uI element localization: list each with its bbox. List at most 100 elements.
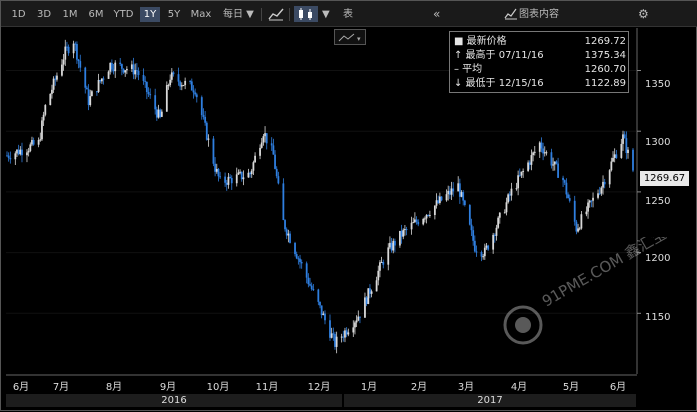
candle-body xyxy=(563,180,566,183)
candle-body xyxy=(487,245,490,250)
candle-body xyxy=(568,198,571,201)
candle-body xyxy=(322,313,325,316)
candle-body xyxy=(380,261,383,263)
candle-body xyxy=(505,202,508,213)
candle-body xyxy=(532,152,535,156)
candle-body xyxy=(483,247,486,257)
candle-body xyxy=(410,222,413,230)
candle-body xyxy=(122,68,125,73)
candle-body xyxy=(7,155,10,158)
candle-body xyxy=(394,240,396,246)
y-tick-label: 1200 xyxy=(645,253,671,264)
candle-body xyxy=(217,168,220,177)
candle-body xyxy=(602,181,604,188)
candle-body xyxy=(330,333,333,338)
chart-style-button[interactable]: ▾ xyxy=(334,29,366,45)
candle-body xyxy=(219,176,222,178)
candle-body xyxy=(247,172,250,178)
candle-body xyxy=(74,43,77,45)
candle-body xyxy=(433,205,436,216)
candle-body xyxy=(224,176,227,183)
candle-body xyxy=(37,140,40,145)
candle-body xyxy=(580,214,583,229)
candle-body xyxy=(450,188,453,195)
candle-body xyxy=(423,218,426,220)
chart-content-icon[interactable] xyxy=(504,6,518,22)
candle-body xyxy=(603,181,606,185)
candle-body xyxy=(61,64,63,76)
x-tick-label: 5月 xyxy=(562,382,580,393)
candle-body xyxy=(66,46,68,48)
gear-icon[interactable]: ⚙ xyxy=(638,7,649,21)
range-5y-button[interactable]: 5Y xyxy=(167,9,181,20)
range-1m-button[interactable]: 1M xyxy=(62,9,78,20)
candle-body xyxy=(387,247,390,265)
candle-body xyxy=(130,64,133,69)
candle-body xyxy=(332,333,335,335)
chart-content-button[interactable]: 图表内容 xyxy=(519,9,559,20)
legend-label: ↓ 最低于 12/15/16 xyxy=(454,78,544,89)
table-button[interactable]: 表 xyxy=(343,9,353,20)
range-6m-button[interactable]: 6M xyxy=(88,9,104,20)
candle-body xyxy=(538,142,541,152)
candle-body xyxy=(540,142,543,149)
double-chevron-left-icon[interactable]: « xyxy=(433,7,441,21)
legend-label: ■ 最新价格 xyxy=(454,36,507,47)
candle-body xyxy=(51,89,53,94)
candle-body xyxy=(364,297,366,318)
candle-body xyxy=(520,171,523,176)
candle-body xyxy=(144,80,147,82)
legend-row-last: ■ 最新价格 1269.72 xyxy=(454,35,626,48)
range-1d-button[interactable]: 1D xyxy=(11,9,26,20)
candle-body xyxy=(522,170,525,172)
candle-body xyxy=(497,217,500,228)
candle-body xyxy=(389,242,391,248)
candle-body xyxy=(212,138,215,164)
candle-body xyxy=(527,162,530,171)
candle-body xyxy=(67,46,70,54)
candle-body xyxy=(112,69,115,72)
candle-body xyxy=(157,109,160,118)
candle-body xyxy=(299,258,301,263)
candle-body xyxy=(114,62,117,72)
range-3d-button[interactable]: 3D xyxy=(36,9,52,20)
candle-body xyxy=(342,336,345,338)
range-ytd-button[interactable]: YTD xyxy=(113,9,134,20)
candle-body xyxy=(260,142,263,148)
candle-body xyxy=(345,330,348,335)
candle-body xyxy=(179,81,182,87)
y-tick-label: 1350 xyxy=(645,79,671,90)
candle-body xyxy=(468,205,471,225)
candle-body xyxy=(214,163,217,172)
candle-body xyxy=(458,183,461,197)
candle-body xyxy=(533,151,536,153)
candle-body xyxy=(493,234,496,236)
candle-body xyxy=(475,251,478,253)
candle-body xyxy=(415,219,418,222)
line-chart-icon[interactable] xyxy=(267,6,285,22)
candle-body xyxy=(550,152,553,166)
91pme-watermark-logo: 91PME.COM 鑫汇宝贵金属 xyxy=(503,237,691,345)
candle-body xyxy=(528,162,531,165)
candle-body xyxy=(334,334,336,347)
candle-body xyxy=(367,288,370,304)
candlestick-type-icon[interactable] xyxy=(294,6,318,22)
candle-body xyxy=(155,109,158,118)
range-max-button[interactable]: Max xyxy=(190,9,212,20)
candle-body xyxy=(165,85,168,112)
candle-body xyxy=(632,149,634,171)
legend-row-high: ↑ 最高于 07/11/16 1375.34 xyxy=(454,49,626,62)
candle-body xyxy=(400,230,403,237)
candle-body xyxy=(14,153,17,160)
mini-line-icon: ▾ xyxy=(338,33,361,43)
range-1y-button[interactable]: 1Y xyxy=(140,7,160,22)
toolbar-divider xyxy=(289,8,290,21)
candle-body xyxy=(242,177,245,180)
candle-body xyxy=(530,155,533,165)
candle-body xyxy=(56,75,58,80)
candle-body xyxy=(317,289,320,302)
chart-type-dropdown-arrow[interactable]: ▼ xyxy=(322,9,330,20)
y-tick-label: 1150 xyxy=(645,312,671,323)
candle-body xyxy=(598,193,601,195)
frequency-dropdown[interactable]: 每日 ▼ xyxy=(223,9,254,20)
